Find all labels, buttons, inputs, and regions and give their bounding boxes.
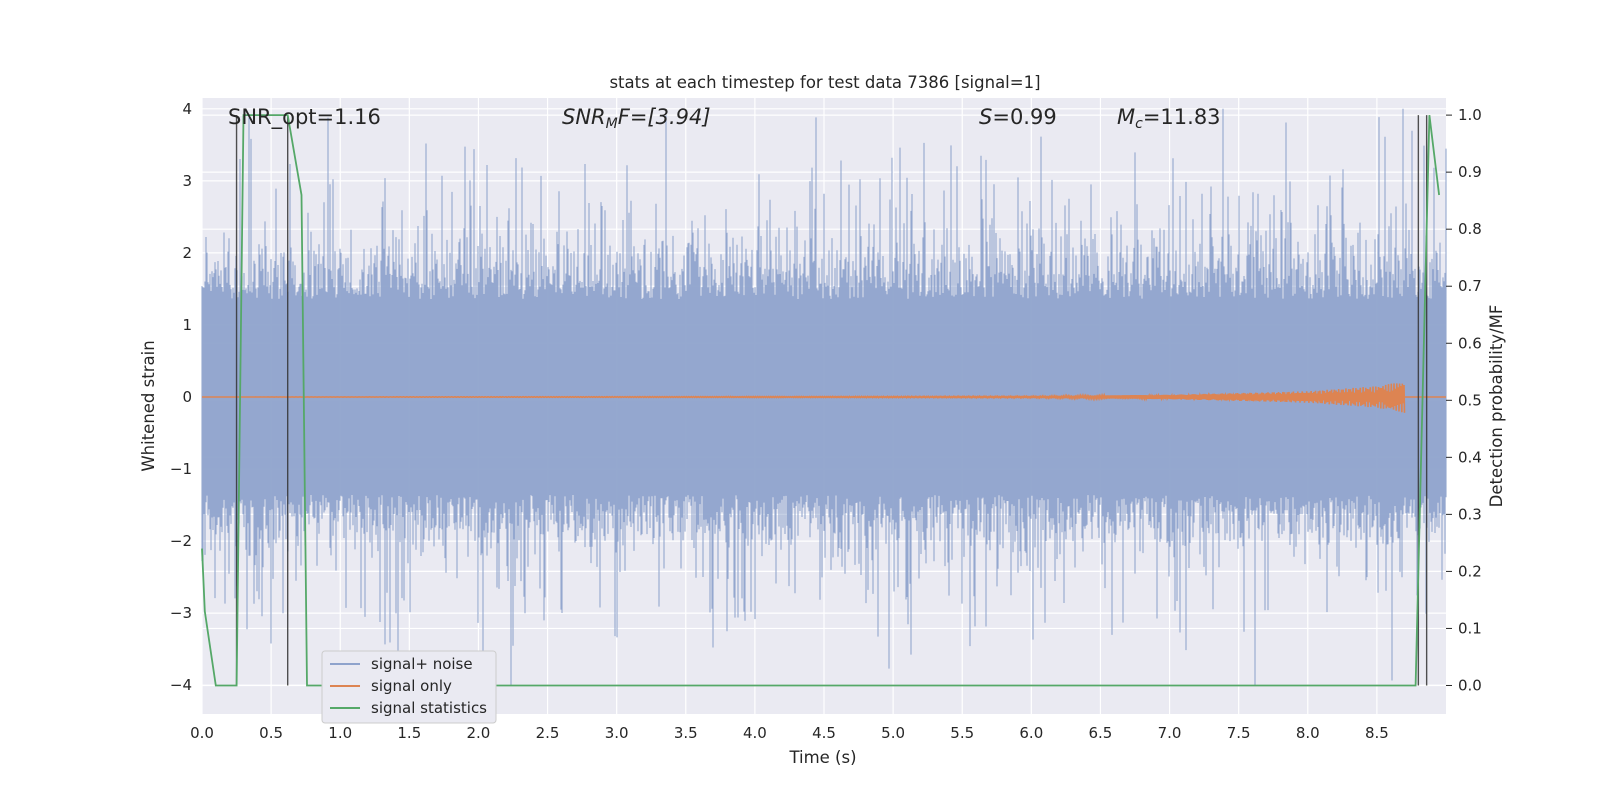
y2-tick-label: 0.0 [1458,676,1482,694]
chart-title: stats at each timestep for test data 738… [609,73,1040,92]
x-tick-label: 2.5 [536,724,560,742]
x-tick-label: 2.0 [467,724,491,742]
y2-tick-label: 0.4 [1458,448,1482,466]
mc-sub: c [1135,116,1143,132]
x-tick-label: 6.0 [1019,724,1043,742]
x-tick-label: 0.0 [190,724,214,742]
mc-value: =11.83 [1143,105,1221,129]
legend-box [321,650,497,724]
legend-label-signal: signal only [371,677,452,695]
y2-tick-label: 0.6 [1458,334,1482,352]
x-axis-label: Time (s) [788,748,856,767]
y-tick-label: −1 [170,460,192,478]
y-tick-label: 4 [182,100,192,118]
y2-tick-label: 0.7 [1458,277,1482,295]
y-tick-label: −4 [170,676,192,694]
legend-label-noise: signal+ noise [371,655,473,673]
signal-statistics-trace [201,114,1440,687]
x-tick-label: 6.5 [1089,724,1113,742]
y2-axis-ticks: 0.0 0.1 0.2 0.3 0.4 0.5 0.6 0.7 0.8 0.9 1.0 [1446,106,1482,694]
x-tick-label: 1.0 [328,724,352,742]
y2-tick-label: 0.8 [1458,220,1482,238]
x-tick-label: 5.5 [950,724,974,742]
signal-only-trace [202,383,1406,413]
y2-tick-label: 0.1 [1458,619,1482,637]
x-tick-label: 3.5 [674,724,698,742]
snr-mf-sub: M [606,116,618,132]
x-tick-label: 8.5 [1365,724,1389,742]
x-tick-label: 7.0 [1158,724,1182,742]
annotations: SNR_opt=1.16 SNRMF=[3.94] S=0.99 Mc=11.8… [228,105,1221,132]
mc-symbol: M [1117,105,1135,129]
y2-tick-label: 1.0 [1458,106,1482,124]
y2-tick-label: 0.2 [1458,562,1482,580]
y-tick-label: −2 [170,532,192,550]
x-tick-label: 4.0 [743,724,767,742]
series-signal-statistics [201,114,1440,687]
x-tick-label: 7.5 [1227,724,1251,742]
s-value: =0.99 [992,105,1056,129]
annotation-s: S=0.99 [979,105,1057,129]
y2-tick-label: 0.3 [1458,505,1482,523]
series-signal-only [202,383,1446,413]
x-tick-label: 5.0 [881,724,905,742]
s-symbol: S [979,105,992,129]
y-tick-label: 3 [182,172,192,190]
y2-tick-label: 0.9 [1458,163,1482,181]
x-tick-label: 1.5 [397,724,421,742]
y-axis-label: Whitened strain [139,340,158,471]
snr-mf-tail: F=[3.94] [618,105,711,129]
y2-tick-label: 0.5 [1458,391,1482,409]
legend: signal+ noise signal only signal statist… [321,650,497,724]
y-tick-label: 0 [182,388,192,406]
annotation-mc: Mc=11.83 [1117,105,1221,132]
x-tick-label: 4.5 [812,724,836,742]
x-axis-ticks: 0.0 0.5 1.0 1.5 2.0 2.5 3.0 3.5 4.0 4.5 5.0 5.5 6.0 6… [190,724,1389,742]
snr-mf-base: SNR [562,105,606,129]
x-tick-label: 3.0 [605,724,629,742]
noise-trace [201,108,1447,686]
x-tick-label: 0.5 [259,724,283,742]
x-tick-label: 8.0 [1296,724,1320,742]
y-tick-label: 2 [182,244,192,262]
y-axis-ticks: −4 −3 −2 −1 0 1 2 3 4 [170,100,192,694]
annotation-snr-opt: SNR_opt=1.16 [228,105,381,130]
series-signal-noise [201,108,1447,686]
annotation-snr-mf: SNRMF=[3.94] [562,105,711,132]
y2-axis-label: Detection probability/MF [1487,305,1506,508]
y-tick-label: 1 [182,316,192,334]
legend-label-stats: signal statistics [371,699,487,717]
y-tick-label: −3 [170,604,192,622]
